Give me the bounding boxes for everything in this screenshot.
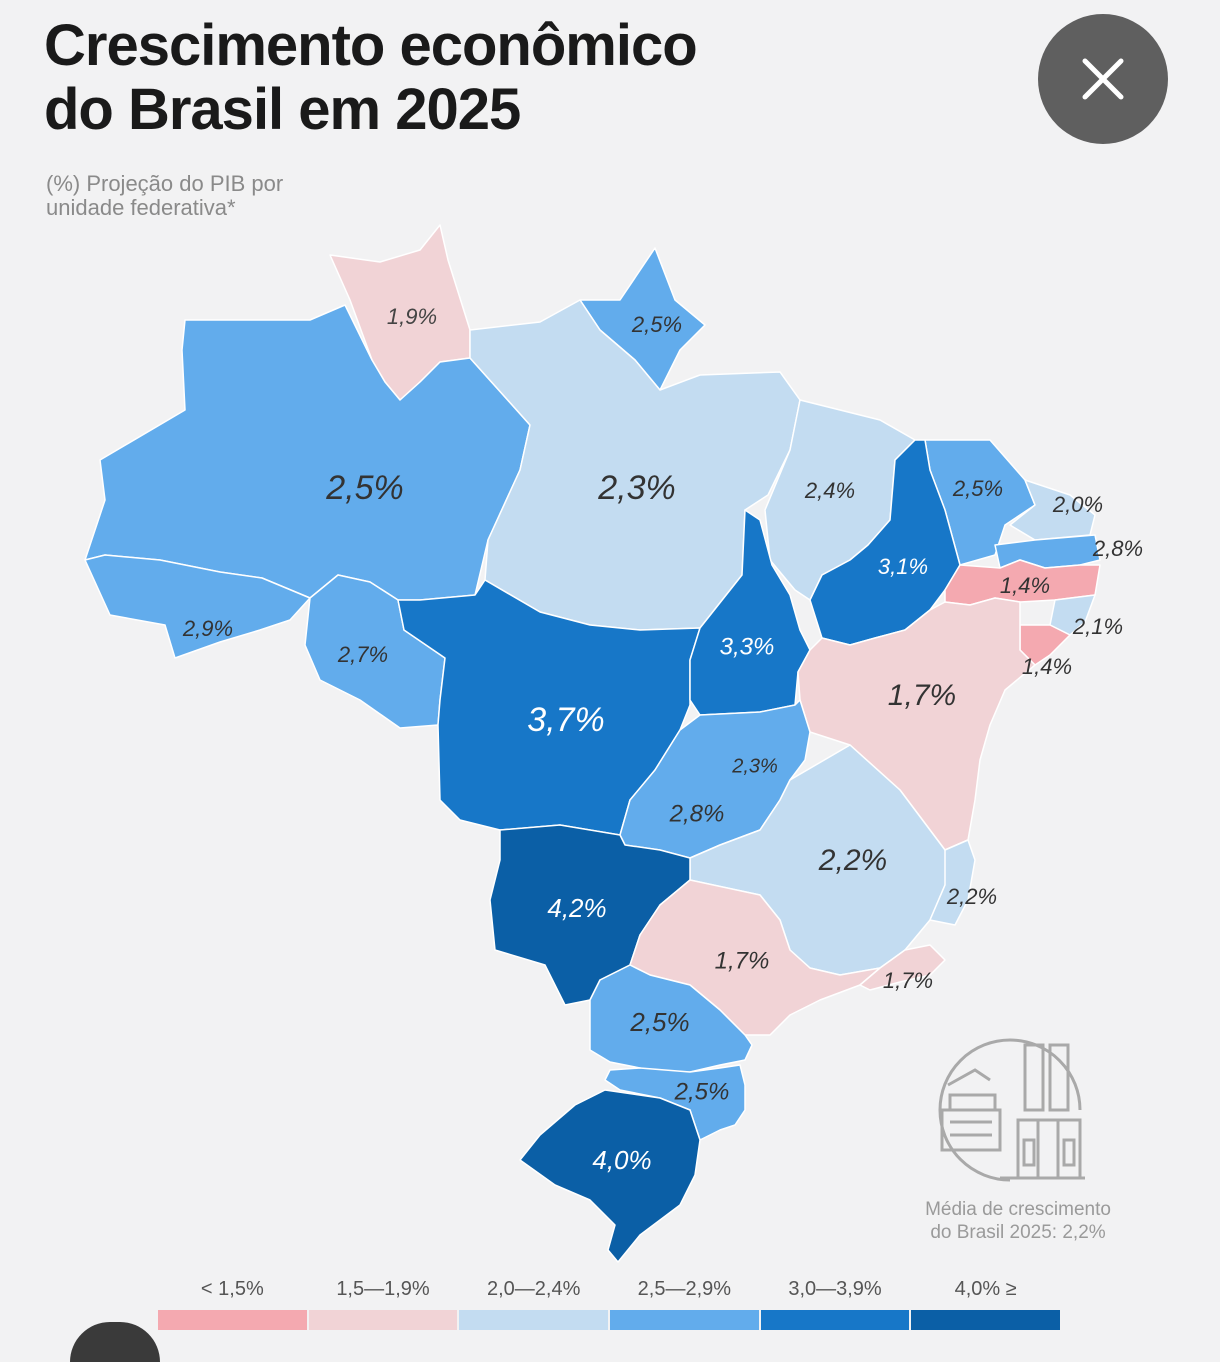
state-label-mato-grosso-do-sul: 4,2% (547, 893, 606, 923)
state-label-amazonas: 2,5% (325, 469, 404, 507)
state-rio-grande-do-sul (520, 1090, 700, 1262)
legend-item: 4,0% ≥ (911, 1276, 1060, 1330)
state-label-para: 2,3% (597, 469, 676, 507)
state-label-santa-catarina: 2,5% (674, 1078, 730, 1105)
legend-swatch (761, 1310, 910, 1330)
legend-label: 3,0—3,9% (761, 1276, 910, 1302)
state-label-roraima: 1,9% (387, 304, 437, 329)
state-label-rio-grande-do-sul: 4,0% (592, 1145, 651, 1175)
state-label-maranhao: 2,4% (804, 478, 855, 503)
state-label-paraiba: 2,8% (1092, 536, 1143, 561)
state-label-rio-grande-do-norte: 2,0% (1052, 492, 1103, 517)
state-label-sao-paulo: 1,7% (715, 947, 770, 974)
legend-item: 2,0—2,4% (459, 1276, 608, 1330)
average-line-1: Média de crescimento (880, 1198, 1156, 1221)
state-label-piaui: 3,1% (878, 554, 928, 579)
state-label-alagoas: 2,1% (1072, 614, 1123, 639)
legend-label: < 1,5% (158, 1276, 307, 1302)
state-label-goias: 2,8% (669, 800, 725, 827)
state-label-sergipe: 1,4% (1022, 654, 1072, 679)
legend-label: 2,5—2,9% (610, 1276, 759, 1302)
average-line-2: do Brasil 2025: 2,2% (880, 1221, 1156, 1244)
state-label-pernambuco: 1,4% (1000, 573, 1050, 598)
legend-swatch (459, 1310, 608, 1330)
legend-item: 2,5—2,9% (610, 1276, 759, 1330)
legend-item: < 1,5% (158, 1276, 307, 1330)
legend-swatch (158, 1310, 307, 1330)
legend-item: 1,5—1,9% (309, 1276, 458, 1330)
legend: < 1,5% 1,5—1,9% 2,0—2,4% 2,5—2,9% 3,0—3,… (158, 1276, 1060, 1330)
legend-label: 1,5—1,9% (309, 1276, 458, 1302)
legend-label: 4,0% ≥ (911, 1276, 1060, 1302)
state-label-mato-grosso: 3,7% (527, 701, 605, 739)
average-growth-caption: Média de crescimento do Brasil 2025: 2,2… (880, 1198, 1156, 1244)
legend-swatch (911, 1310, 1060, 1330)
state-label-ceara: 2,5% (952, 476, 1003, 501)
state-label-bahia: 1,7% (888, 679, 956, 712)
state-label-amapa: 2,5% (631, 312, 682, 337)
state-label-rondonia: 2,7% (337, 642, 388, 667)
state-label-acre: 2,9% (182, 616, 233, 641)
legend-swatch (309, 1310, 458, 1330)
state-label-rio-de-janeiro: 1,7% (883, 968, 933, 993)
factory-icon (940, 1040, 1085, 1180)
state-label-tocantins: 3,3% (720, 633, 775, 660)
state-label-espirito-santo: 2,2% (946, 884, 997, 909)
state-label-parana: 2,5% (629, 1007, 689, 1037)
state-label-minas-gerais: 2,2% (818, 844, 887, 877)
legend-swatch (610, 1310, 759, 1330)
state-label-distrito-federal: 2,3% (731, 755, 778, 777)
legend-label: 2,0—2,4% (459, 1276, 608, 1302)
legend-item: 3,0—3,9% (761, 1276, 910, 1330)
